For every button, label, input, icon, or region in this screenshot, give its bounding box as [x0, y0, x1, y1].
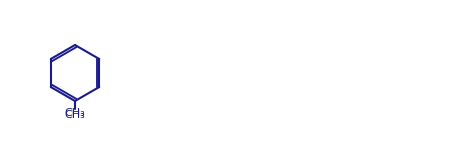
Text: CH₃: CH₃ [64, 108, 85, 118]
Text: CH₃: CH₃ [64, 110, 85, 120]
